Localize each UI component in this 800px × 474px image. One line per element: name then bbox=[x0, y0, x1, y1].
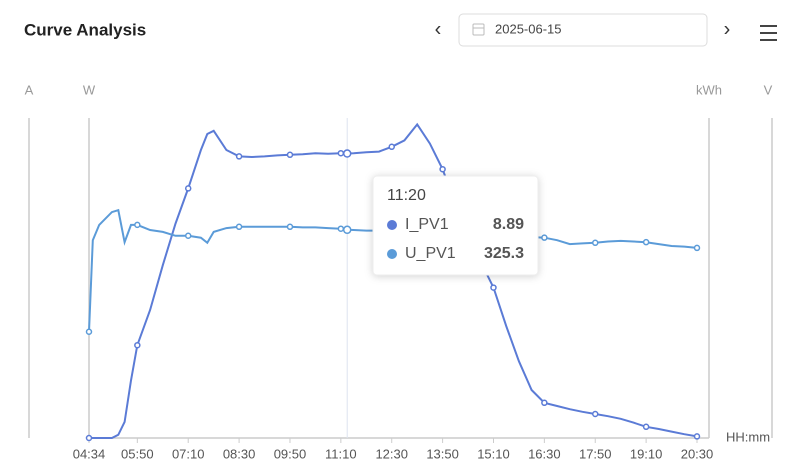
point bbox=[184, 185, 192, 192]
next-day[interactable]: › bbox=[724, 18, 731, 40]
menu[interactable] bbox=[760, 25, 777, 41]
point bbox=[541, 234, 548, 241]
tooltip-value: 8.89 bbox=[493, 216, 524, 233]
point bbox=[490, 284, 497, 291]
x-tick-label: 15:10 bbox=[477, 446, 510, 461]
x-tick-label: 16:30 bbox=[528, 446, 561, 461]
point bbox=[439, 165, 446, 173]
point bbox=[591, 239, 599, 247]
x-tick-label: 09:50 bbox=[274, 446, 307, 461]
series-line bbox=[89, 122, 698, 439]
point bbox=[693, 433, 701, 440]
x-tick-label: 13:50 bbox=[426, 446, 459, 461]
calendar-icon bbox=[472, 23, 485, 36]
date: 2025-06-15 bbox=[495, 21, 562, 36]
axis-label: kWh bbox=[696, 82, 722, 97]
x-tick-label: 08:30 bbox=[223, 446, 256, 461]
x-axis-label: HH:mm bbox=[726, 429, 770, 444]
point bbox=[337, 149, 345, 157]
point bbox=[342, 225, 352, 235]
x-tick-label: 07:10 bbox=[172, 446, 205, 461]
x-tick-label: 05:50 bbox=[121, 446, 154, 461]
point bbox=[85, 434, 93, 442]
point bbox=[85, 328, 93, 336]
point bbox=[134, 341, 141, 349]
x-tick-label: 11:10 bbox=[325, 446, 357, 461]
point bbox=[342, 149, 352, 158]
title: Curve Analysis bbox=[24, 20, 146, 39]
axis-label: A bbox=[25, 82, 34, 97]
point bbox=[235, 153, 243, 160]
axis-label: V bbox=[764, 82, 773, 97]
point bbox=[337, 225, 345, 232]
x-tick-label: 12:30 bbox=[375, 446, 408, 461]
point bbox=[286, 151, 294, 159]
axis-label: W bbox=[83, 82, 96, 97]
x-tick-label: 20:30 bbox=[681, 446, 714, 461]
point bbox=[642, 238, 650, 246]
tooltip: 11:20 I_PV1 8.89 U_PV1 325.3 bbox=[372, 175, 539, 276]
prev-day[interactable]: ‹ bbox=[435, 18, 442, 40]
point bbox=[286, 223, 294, 231]
point bbox=[591, 410, 599, 418]
date-box[interactable] bbox=[458, 13, 708, 47]
point bbox=[235, 223, 243, 231]
point bbox=[388, 143, 395, 151]
tooltip-time: 11:20 bbox=[387, 187, 426, 204]
tooltip-box bbox=[372, 175, 539, 276]
tooltip-dot bbox=[387, 220, 397, 230]
point bbox=[541, 399, 548, 407]
tooltip-dot bbox=[387, 249, 397, 259]
point bbox=[642, 423, 650, 431]
tooltip-name: I_PV1 bbox=[405, 216, 449, 233]
tooltip-value: 325.3 bbox=[484, 245, 524, 262]
x-tick-label: 17:50 bbox=[579, 446, 612, 461]
point bbox=[184, 232, 192, 240]
x-tick-label: 04:34 bbox=[73, 446, 106, 461]
point bbox=[134, 221, 141, 229]
series-line bbox=[88, 208, 698, 332]
x-tick-label: 19:10 bbox=[630, 446, 663, 461]
point bbox=[693, 244, 701, 252]
tooltip-name: U_PV1 bbox=[405, 245, 456, 262]
